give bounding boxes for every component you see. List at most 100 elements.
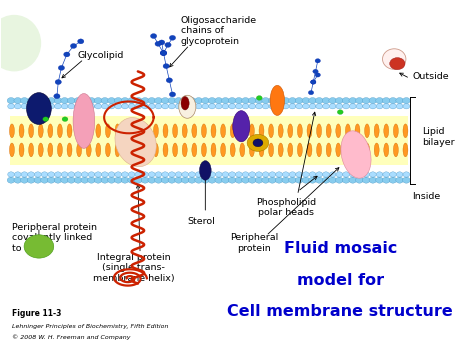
Circle shape [135, 98, 142, 104]
Circle shape [27, 98, 35, 104]
Circle shape [121, 104, 128, 109]
Circle shape [82, 104, 88, 109]
Ellipse shape [307, 124, 312, 138]
Ellipse shape [326, 143, 331, 157]
Circle shape [67, 177, 75, 183]
Ellipse shape [134, 143, 139, 157]
Circle shape [14, 177, 21, 183]
Circle shape [236, 172, 242, 177]
Circle shape [182, 177, 189, 183]
Ellipse shape [326, 124, 331, 138]
Ellipse shape [201, 143, 206, 157]
Circle shape [202, 104, 209, 109]
Circle shape [175, 98, 182, 104]
Circle shape [215, 104, 222, 109]
Circle shape [275, 177, 283, 183]
Circle shape [195, 177, 202, 183]
Circle shape [141, 177, 149, 183]
Circle shape [21, 104, 28, 109]
Circle shape [101, 98, 109, 104]
Circle shape [255, 177, 263, 183]
Ellipse shape [144, 124, 149, 138]
Ellipse shape [297, 143, 302, 157]
Circle shape [310, 80, 316, 84]
Circle shape [302, 177, 310, 183]
Circle shape [295, 98, 303, 104]
Circle shape [114, 98, 122, 104]
Ellipse shape [393, 143, 398, 157]
Circle shape [376, 98, 383, 104]
Circle shape [108, 98, 115, 104]
Circle shape [74, 98, 82, 104]
Ellipse shape [307, 143, 312, 157]
Circle shape [329, 172, 336, 177]
Circle shape [308, 91, 314, 95]
Ellipse shape [365, 124, 370, 138]
Ellipse shape [173, 124, 178, 138]
Ellipse shape [144, 143, 149, 157]
Text: model for: model for [297, 273, 384, 288]
Circle shape [229, 104, 236, 109]
Circle shape [81, 177, 89, 183]
Ellipse shape [278, 143, 283, 157]
Circle shape [402, 98, 410, 104]
Ellipse shape [115, 118, 156, 166]
Circle shape [396, 104, 403, 109]
Text: Glycolipid: Glycolipid [77, 51, 124, 60]
Circle shape [75, 172, 82, 177]
Circle shape [235, 177, 243, 183]
Circle shape [315, 59, 320, 63]
Text: Oligosaccharide
chains of
glycoprotein: Oligosaccharide chains of glycoprotein [181, 16, 257, 46]
Text: Figure 11-3: Figure 11-3 [12, 309, 61, 318]
Circle shape [188, 177, 196, 183]
Circle shape [14, 98, 21, 104]
Ellipse shape [77, 124, 82, 138]
Circle shape [315, 73, 320, 77]
Circle shape [342, 177, 350, 183]
Circle shape [222, 177, 229, 183]
Circle shape [189, 172, 195, 177]
Ellipse shape [182, 124, 187, 138]
Circle shape [396, 172, 403, 177]
Circle shape [82, 172, 88, 177]
Circle shape [115, 104, 122, 109]
Circle shape [41, 98, 48, 104]
Ellipse shape [341, 131, 371, 178]
Circle shape [62, 117, 68, 121]
Circle shape [64, 52, 70, 57]
Circle shape [21, 172, 28, 177]
Circle shape [188, 98, 196, 104]
Circle shape [88, 104, 95, 109]
Circle shape [161, 177, 169, 183]
Circle shape [296, 172, 302, 177]
Circle shape [310, 80, 316, 84]
Ellipse shape [48, 124, 53, 138]
Circle shape [362, 177, 370, 183]
Circle shape [14, 104, 21, 109]
Ellipse shape [211, 143, 216, 157]
Circle shape [369, 98, 377, 104]
Circle shape [309, 98, 316, 104]
Circle shape [189, 104, 195, 109]
Ellipse shape [249, 143, 255, 157]
Circle shape [235, 98, 243, 104]
Text: Outside: Outside [412, 72, 449, 81]
Circle shape [390, 104, 396, 109]
Circle shape [242, 172, 249, 177]
Circle shape [182, 172, 189, 177]
Circle shape [342, 98, 350, 104]
Circle shape [349, 104, 356, 109]
Ellipse shape [9, 143, 14, 157]
Circle shape [88, 177, 95, 183]
Ellipse shape [182, 143, 187, 157]
Circle shape [370, 104, 376, 109]
Ellipse shape [125, 124, 129, 138]
Circle shape [141, 98, 149, 104]
Circle shape [182, 104, 189, 109]
Circle shape [81, 98, 89, 104]
Ellipse shape [269, 143, 273, 157]
Circle shape [8, 104, 14, 109]
Text: Integral protein
(single trans-
membrane helix): Integral protein (single trans- membrane… [92, 253, 174, 283]
Circle shape [269, 104, 276, 109]
Circle shape [61, 104, 68, 109]
